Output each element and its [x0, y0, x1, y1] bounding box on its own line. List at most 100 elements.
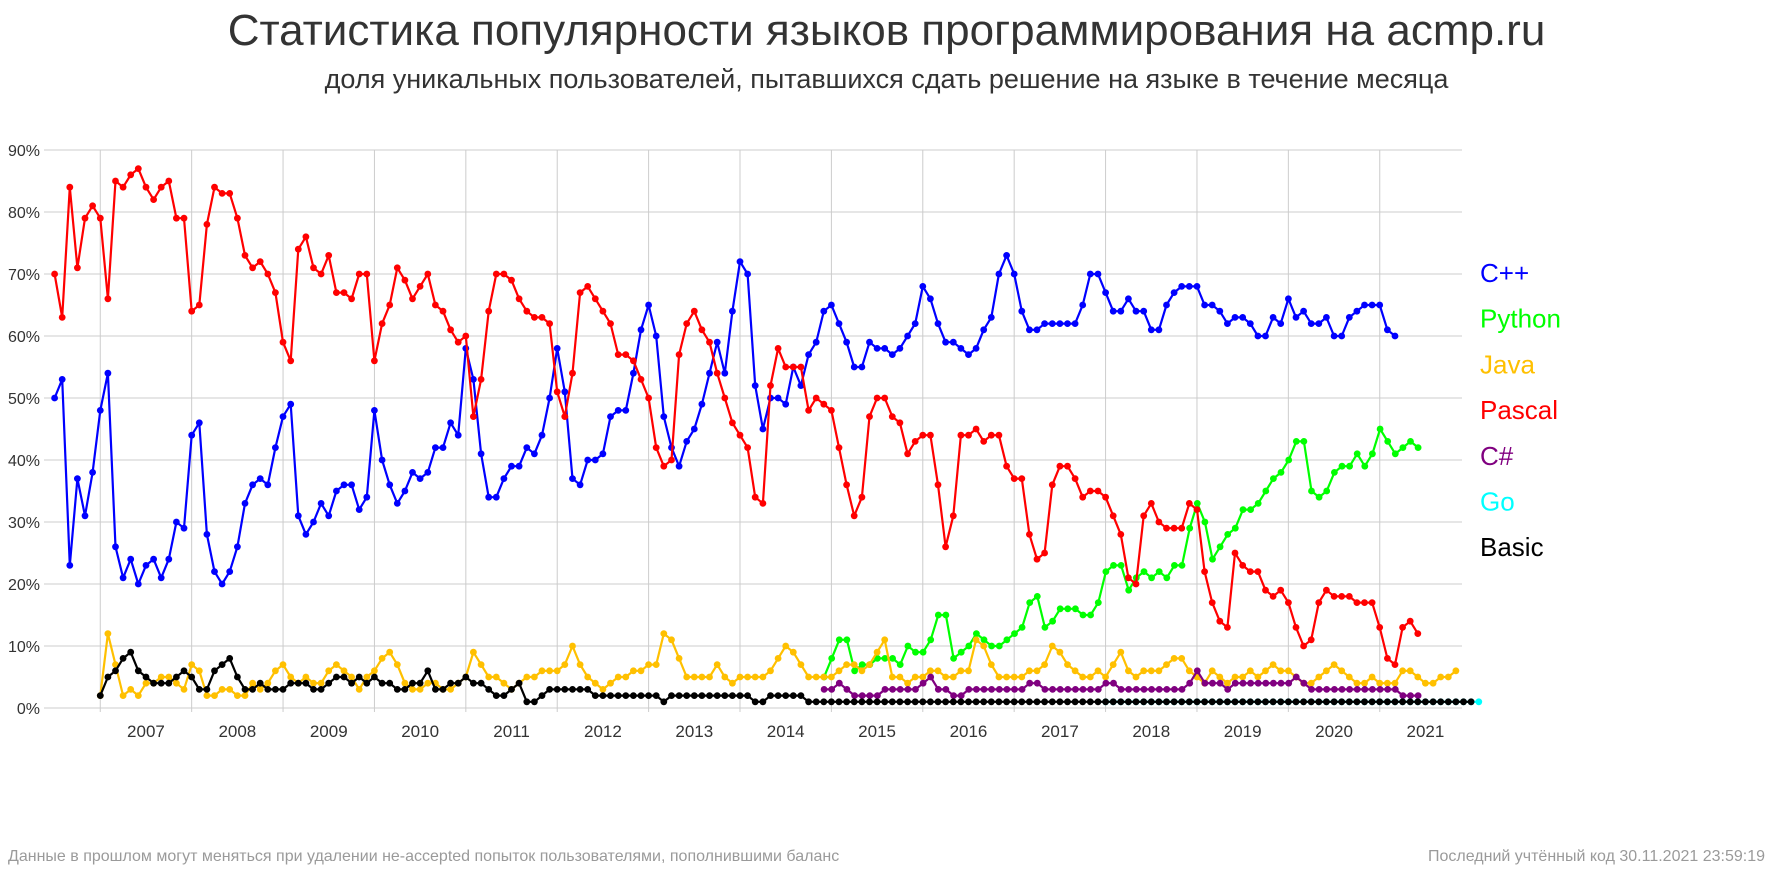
data-point-pascal	[1384, 655, 1391, 662]
data-point-pascal	[1079, 493, 1087, 501]
data-point-csharp	[1308, 686, 1315, 693]
data-point-java	[1338, 667, 1346, 675]
data-point-java	[1010, 673, 1018, 681]
data-point-cpp	[896, 345, 904, 352]
data-point-cpp	[150, 555, 158, 563]
data-point-csharp	[1262, 679, 1270, 687]
data-point-basic	[272, 686, 279, 693]
data-point-basic	[949, 698, 957, 706]
data-point-csharp	[1140, 686, 1148, 693]
data-point-basic	[934, 698, 942, 706]
data-point-pascal	[736, 431, 744, 439]
data-point-java	[355, 686, 363, 693]
data-point-pascal	[1338, 593, 1346, 600]
data-point-pascal	[637, 376, 645, 383]
data-point-csharp	[1239, 679, 1247, 687]
data-point-basic	[607, 692, 614, 699]
data-point-basic	[157, 679, 165, 687]
data-point-csharp	[1300, 679, 1308, 687]
data-point-pascal	[287, 357, 295, 365]
data-point-basic	[302, 679, 310, 687]
data-point-pascal	[1102, 493, 1109, 501]
data-point-cpp	[1147, 326, 1155, 334]
data-point-java	[729, 679, 736, 687]
data-point-java	[591, 679, 599, 687]
data-point-basic	[1026, 698, 1033, 706]
data-point-pascal	[1269, 593, 1277, 600]
data-point-pascal	[272, 289, 279, 296]
data-point-cpp	[173, 518, 180, 526]
data-point-java	[1079, 673, 1087, 681]
data-point-pascal	[995, 431, 1003, 439]
data-point-csharp	[1178, 686, 1186, 693]
data-point-python	[1186, 524, 1194, 532]
data-point-basic	[561, 686, 569, 693]
data-point-basic	[1216, 698, 1224, 706]
data-point-pascal	[150, 196, 158, 204]
data-point-python	[904, 642, 912, 650]
data-point-go	[1475, 698, 1483, 706]
data-point-java	[873, 648, 881, 656]
data-point-basic	[317, 686, 325, 693]
legend-item-cpp: C++	[1480, 258, 1529, 288]
data-point-java	[409, 686, 416, 693]
data-point-cpp	[256, 475, 264, 482]
data-point-pascal	[195, 301, 203, 309]
data-point-cpp	[1292, 314, 1300, 321]
data-point-java	[1185, 667, 1193, 675]
data-point-pascal	[1277, 586, 1285, 594]
data-point-python	[1087, 611, 1094, 619]
data-point-cpp	[386, 481, 394, 489]
data-point-java	[1277, 667, 1285, 675]
data-point-csharp	[1079, 686, 1087, 693]
data-point-cpp	[1224, 320, 1231, 327]
data-point-csharp	[1201, 679, 1209, 687]
data-point-pascal	[858, 493, 866, 501]
data-point-csharp	[1110, 679, 1117, 687]
data-point-csharp	[828, 686, 836, 693]
data-point-cpp	[492, 493, 500, 501]
data-point-pascal	[789, 363, 797, 371]
data-point-cpp	[805, 351, 812, 358]
data-point-java	[1125, 667, 1132, 675]
data-point-pascal	[1376, 624, 1384, 631]
data-point-java	[1353, 679, 1361, 687]
x-tick-label: 2021	[1407, 722, 1445, 741]
data-point-pascal	[226, 190, 234, 197]
x-tick-label: 2009	[310, 722, 348, 741]
data-point-basic	[835, 698, 843, 706]
data-point-basic	[690, 692, 698, 699]
data-point-basic	[828, 698, 835, 706]
data-point-cpp	[1262, 332, 1269, 340]
data-point-java	[157, 673, 165, 681]
data-point-pascal	[805, 407, 812, 414]
data-point-cpp	[333, 487, 340, 495]
data-point-cpp	[584, 456, 592, 464]
data-point-java	[698, 673, 706, 681]
data-point-basic	[759, 698, 767, 706]
data-point-pascal	[424, 270, 432, 278]
data-point-java	[1163, 661, 1170, 668]
x-tick-label: 2008	[218, 722, 256, 741]
data-point-pascal	[477, 376, 485, 383]
data-point-java	[972, 636, 980, 644]
data-point-java	[1109, 661, 1117, 668]
data-point-basic	[698, 692, 706, 699]
data-point-basic	[1368, 698, 1376, 706]
data-point-basic	[652, 692, 660, 699]
data-point-basic	[1422, 698, 1429, 706]
data-point-pascal	[713, 369, 721, 377]
data-point-java	[774, 655, 782, 662]
y-tick-label: 80%	[8, 205, 40, 222]
data-point-pascal	[294, 245, 302, 253]
data-point-cpp	[1003, 252, 1010, 259]
data-point-basic	[1406, 698, 1414, 706]
data-point-python	[988, 642, 995, 650]
data-point-pascal	[591, 295, 599, 303]
data-point-basic	[546, 686, 553, 693]
x-tick-label: 2010	[401, 722, 439, 741]
data-point-basic	[218, 661, 226, 668]
data-point-basic	[508, 686, 515, 693]
data-point-pascal	[462, 332, 470, 340]
data-point-cpp	[1155, 326, 1163, 334]
